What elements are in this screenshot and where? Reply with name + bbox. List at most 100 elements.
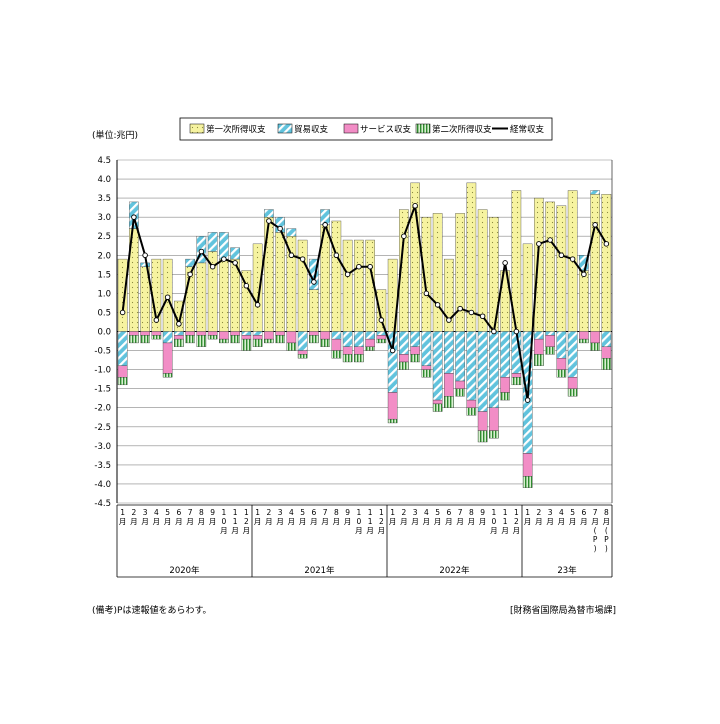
bar-primary-income <box>466 182 477 332</box>
bar-services <box>466 399 477 408</box>
bar-primary-income <box>432 213 443 332</box>
bar-primary-income <box>297 239 308 332</box>
current-account-point <box>536 241 542 247</box>
bar-secondary-income <box>354 354 364 363</box>
bar-services <box>365 338 375 347</box>
y-tick-label: -4.0 <box>94 480 111 490</box>
bar-trade <box>432 331 443 401</box>
current-account-point <box>412 202 418 209</box>
y-tick-label: -2.5 <box>94 423 111 433</box>
current-account-point <box>513 328 520 335</box>
current-account-point <box>479 313 486 320</box>
bar-secondary-income <box>331 350 342 359</box>
bar-services <box>252 335 263 340</box>
current-account-point <box>401 233 407 239</box>
bar-trade <box>545 331 555 336</box>
bar-trade <box>241 331 252 336</box>
bar-secondary-income <box>601 358 612 370</box>
bar-secondary-income <box>590 342 600 351</box>
bar-services <box>275 331 285 336</box>
current-account-point <box>142 252 148 259</box>
bar-services <box>207 331 218 336</box>
legend-label-primary: 第一次所得収支 <box>206 124 266 135</box>
bar-trade <box>444 331 454 374</box>
current-account-point <box>457 305 463 312</box>
current-account-point <box>153 317 160 323</box>
bar-secondary-income <box>376 338 387 344</box>
y-tick-label: 2.0 <box>97 251 111 261</box>
bar-services <box>410 346 420 355</box>
bar-secondary-income <box>342 354 353 363</box>
y-tick-label: 0.5 <box>97 308 111 318</box>
bar-secondary-income <box>196 335 207 347</box>
bar-primary-income <box>286 236 297 332</box>
bar-secondary-income <box>444 396 454 408</box>
bar-primary-income <box>556 205 567 332</box>
bar-services <box>140 331 150 336</box>
current-account-point <box>288 252 295 259</box>
bar-secondary-income <box>567 388 578 397</box>
bar-services <box>196 331 207 336</box>
bar-secondary-income <box>309 335 319 344</box>
current-account-point <box>356 263 362 270</box>
current-account-point <box>266 218 272 224</box>
current-account-point <box>232 260 238 266</box>
bar-secondary-income <box>174 338 184 347</box>
bar-services <box>477 411 488 431</box>
bar-secondary-income <box>556 369 567 378</box>
current-account-point <box>311 279 317 285</box>
bar-primary-income <box>219 258 229 332</box>
bar-trade <box>140 262 150 267</box>
bar-services <box>354 346 364 355</box>
legend-label-trade: 貿易収支 <box>294 124 329 135</box>
bar-secondary-income <box>286 342 297 351</box>
bar-services <box>489 407 499 431</box>
unit-label: (単位:兆円) <box>92 129 138 141</box>
y-tick-label: 4.5 <box>97 156 111 166</box>
bar-secondary-income <box>365 346 375 351</box>
bar-primary-income <box>117 258 128 332</box>
bar-trade <box>410 331 420 347</box>
y-tick-label: 3.5 <box>97 194 111 204</box>
bar-secondary-income <box>117 377 128 386</box>
bar-trade <box>590 190 600 195</box>
x-axis: 1 月2 月3 月4 月5 月6 月7 月8 月9 月1 0 月1 1 月1 2 月1 月2 月3 月4 月5 月6 月7… <box>116 504 613 578</box>
bar-secondary-income <box>399 361 409 370</box>
bar-secondary-income <box>534 354 544 366</box>
bar-trade <box>286 228 297 237</box>
bars <box>117 182 612 488</box>
bar-services <box>342 346 353 355</box>
bar-trade <box>477 331 488 412</box>
current-account-point <box>547 237 553 243</box>
current-account-point <box>446 317 452 323</box>
current-account-point <box>367 263 373 270</box>
y-axis: 4.5 4.0 3.5 3.0 2.5 2.0 1.5 1.0 0.5 0.0 -0.5 -1.0 -1… <box>94 156 613 509</box>
current-account-point <box>131 214 137 220</box>
bar-trade <box>601 331 612 347</box>
bar-primary-income <box>376 289 387 332</box>
current-account-point <box>569 256 576 262</box>
y-tick-label: 0.0 <box>97 328 111 338</box>
bar-secondary-income <box>241 338 252 351</box>
